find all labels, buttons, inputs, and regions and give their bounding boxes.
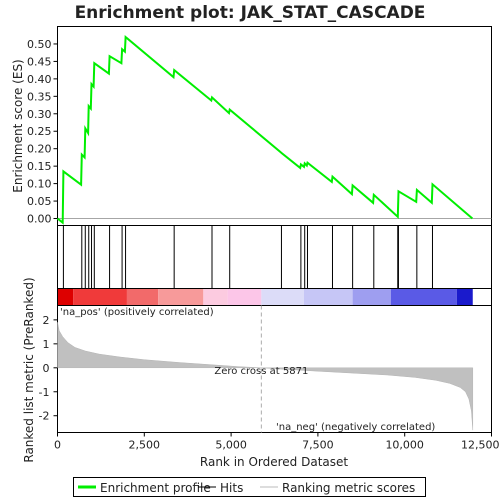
color-bar-segment <box>158 289 204 305</box>
rank-ytick-label: 1 <box>43 338 50 351</box>
es-ytick-label: 0.10 <box>27 178 52 191</box>
legend-label: Enrichment profile <box>100 481 211 495</box>
es-ytick-label: 0.35 <box>27 90 52 103</box>
es-ytick-label: 0.00 <box>27 213 52 226</box>
rank-xtick-label: 0 <box>54 439 61 452</box>
color-bar-segment <box>304 289 353 305</box>
rank-ytick-label: 2 <box>43 314 50 327</box>
legend-box <box>73 477 426 497</box>
es-ytick-label: 0.15 <box>27 160 52 173</box>
chart-title: Enrichment plot: JAK_STAT_CASCADE <box>75 3 426 23</box>
color-bar-segment <box>73 289 127 305</box>
rank-ytick-label: -2 <box>39 410 50 423</box>
rank-xtick-label: 12,500 <box>461 439 500 452</box>
xaxis-label: Rank in Ordered Dataset <box>200 455 348 469</box>
color-bar-segment <box>57 289 74 305</box>
es-ytick-label: 0.05 <box>27 195 52 208</box>
color-bar-segment <box>261 289 305 305</box>
rank-xtick-label: 10,000 <box>385 439 424 452</box>
color-bar-segment <box>456 289 473 305</box>
rank-ytick-label: 0 <box>43 362 50 375</box>
es-ytick-label: 0.30 <box>27 108 52 121</box>
rank-xtick-label: 5,000 <box>215 439 247 452</box>
es-ylabel: Enrichment score (ES) <box>11 59 25 192</box>
color-bar-segment <box>227 289 262 305</box>
hits-panel <box>57 225 492 289</box>
es-ytick-label: 0.45 <box>27 55 52 68</box>
rank-xtick-label: 2,500 <box>129 439 161 452</box>
color-bar-segment <box>203 289 228 305</box>
negative-correlation-label: 'na_neg' (negatively correlated) <box>276 422 435 433</box>
ranked-ylabel: Ranked list metric (PreRanked) <box>22 277 36 462</box>
zero-cross-label: Zero cross at 5871 <box>214 366 308 377</box>
color-bar-segment <box>126 289 159 305</box>
es-ytick-label: 0.20 <box>27 143 52 156</box>
rank-xtick-label: 7,500 <box>302 439 334 452</box>
color-bar-segment <box>390 289 457 305</box>
legend-label: Ranking metric scores <box>282 481 415 495</box>
es-ytick-label: 0.40 <box>27 73 52 86</box>
es-ytick-label: 0.50 <box>27 38 52 51</box>
color-bar-segment <box>352 289 391 305</box>
es-ytick-label: 0.25 <box>27 125 52 138</box>
positive-correlation-label: 'na_pos' (positively correlated) <box>60 307 214 318</box>
enrichment-profile-line <box>56 34 474 225</box>
ranking-metric-area <box>57 322 474 431</box>
rank-ytick-label: -1 <box>39 386 50 399</box>
legend-label: Hits <box>220 481 243 495</box>
